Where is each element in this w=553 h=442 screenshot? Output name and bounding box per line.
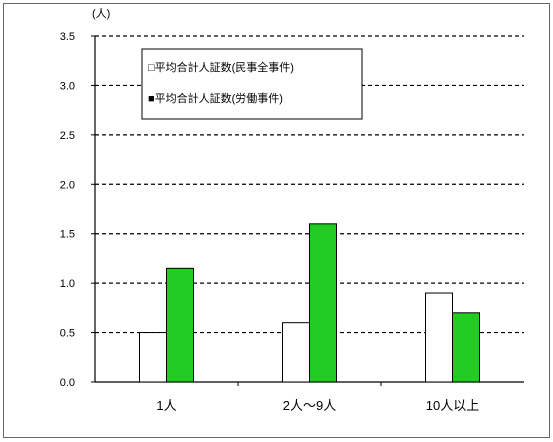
y-tick-label: 3.5 (60, 31, 75, 43)
unit-label: (人) (92, 7, 110, 20)
bar-series-1 (425, 292, 453, 383)
axis-labels: 0.0 0.5 1.0 1.5 2.0 2.5 3.0 3.5 1人 2人〜9人 10人以上 (60, 31, 480, 413)
bar-series-2 (309, 223, 337, 383)
y-tick-label: 2.5 (60, 130, 75, 142)
bar-chart: 0.0 0.5 1.0 1.5 2.0 2.5 3.0 3.5 1人 2人〜9人 10人以上 (人)… (60, 7, 524, 413)
legend-entry-1: □平均合計人証数(民事全事件) (148, 60, 294, 74)
chart-frame: 0.0 0.5 1.0 1.5 2.0 2.5 3.0 3.5 1人 2人〜9人 10人以上 (人)… (3, 3, 550, 438)
y-tick-label: 0.0 (60, 377, 75, 389)
bar-series-1 (139, 332, 167, 383)
x-tick-label: 10人以上 (426, 398, 479, 413)
bar-series-1 (282, 322, 310, 383)
legend-box (141, 48, 363, 120)
y-tick-label: 3.0 (60, 80, 75, 92)
y-tick-label: 1.0 (60, 278, 75, 290)
y-tick-label: 0.5 (60, 328, 75, 340)
x-tick-label: 2人〜9人 (283, 398, 336, 413)
legend-entry-2: ■平均合計人証数(労働事件) (148, 91, 283, 105)
y-tick-label: 2.0 (60, 179, 75, 191)
y-tick-label: 1.5 (60, 229, 75, 241)
legend: □平均合計人証数(民事全事件) ■平均合計人証数(労働事件) (141, 48, 363, 120)
bar-series-2 (452, 312, 480, 383)
x-tick-label: 1人 (156, 398, 176, 413)
bar-series-2 (166, 267, 194, 383)
bars (139, 223, 480, 383)
